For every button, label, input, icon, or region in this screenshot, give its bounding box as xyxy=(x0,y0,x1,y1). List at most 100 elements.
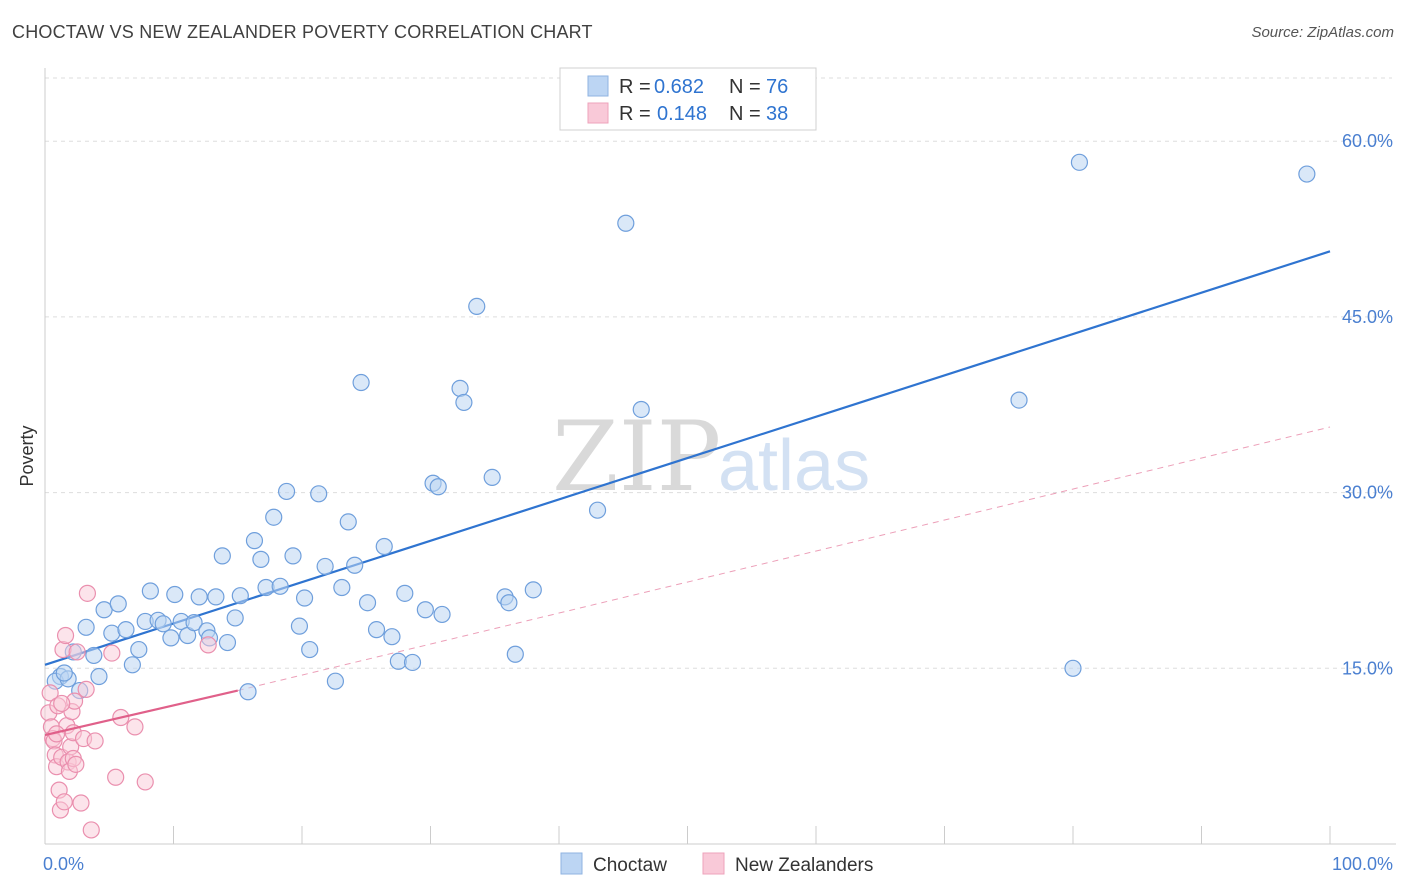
y-tick-label-30: 30.0% xyxy=(1342,483,1393,503)
point-choctaw-56 xyxy=(403,653,422,672)
point-choctaw-42 xyxy=(301,640,319,659)
point-choctaw-41 xyxy=(295,589,314,607)
y-tick-label-60: 60.0% xyxy=(1342,131,1393,151)
legend-n-label-2: N = xyxy=(729,103,761,125)
point-choctaw-43 xyxy=(310,485,328,503)
point-choctaw-31 xyxy=(231,587,249,605)
legend-r-value-1: 0.682 xyxy=(654,76,704,98)
point-choctaw-34 xyxy=(252,550,270,568)
point-choctaw-29 xyxy=(218,633,237,652)
point-choctaw-54 xyxy=(389,652,407,670)
point-choctaw-51 xyxy=(367,621,386,639)
point-nz-1 xyxy=(41,684,59,702)
point-choctaw-38 xyxy=(277,482,296,501)
watermark-atlas: atlas xyxy=(718,426,870,506)
source-label: Source: ZipAtlas.com xyxy=(1251,24,1394,41)
point-choctaw-18 xyxy=(154,615,172,633)
point-choctaw-16 xyxy=(141,582,159,600)
grid-lines xyxy=(45,77,1392,669)
x-tick-labels: 0.0% 100.0% xyxy=(43,854,1393,874)
point-choctaw-67 xyxy=(506,645,524,663)
trend-line-nz-extension xyxy=(237,426,1331,692)
bottom-legend-swatch-nz xyxy=(702,852,725,875)
point-choctaw-3 xyxy=(55,664,73,682)
point-choctaw-7 xyxy=(85,646,103,665)
point-choctaw-37 xyxy=(271,577,289,595)
point-choctaw-40 xyxy=(290,617,309,635)
point-choctaw-33 xyxy=(245,532,264,550)
point-choctaw-30 xyxy=(226,609,244,627)
point-choctaw-23 xyxy=(185,614,203,632)
point-nz-34 xyxy=(136,773,154,791)
y-tick-labels: 15.0% 30.0% 45.0% 60.0% xyxy=(1342,131,1393,678)
point-choctaw-60 xyxy=(433,605,451,624)
point-choctaw-8 xyxy=(90,667,108,686)
legend-r-value-2: 0.148 xyxy=(657,103,707,125)
point-choctaw-46 xyxy=(333,578,351,597)
point-nz-26 xyxy=(72,794,90,812)
point-nz-25 xyxy=(77,680,95,698)
point-choctaw-68 xyxy=(524,581,542,599)
point-choctaw-11 xyxy=(109,595,127,613)
point-nz-27 xyxy=(78,584,97,602)
point-choctaw-45 xyxy=(326,672,345,690)
point-choctaw-28 xyxy=(213,547,231,565)
point-choctaw-55 xyxy=(396,584,414,602)
bottom-legend: Choctaw New Zealanders xyxy=(560,852,873,876)
data-points xyxy=(40,153,1316,839)
point-choctaw-19 xyxy=(162,629,180,647)
x-tick-label-min: 0.0% xyxy=(43,854,84,874)
watermark: ZIP atlas xyxy=(552,401,870,513)
point-nz-37 xyxy=(53,694,71,713)
point-choctaw-63 xyxy=(468,297,486,315)
point-choctaw-70 xyxy=(617,214,635,232)
y-axis-title: Poverty xyxy=(17,425,37,486)
point-choctaw-52 xyxy=(375,537,393,556)
bottom-legend-choctaw: Choctaw xyxy=(593,855,667,876)
point-nz-31 xyxy=(107,768,125,786)
trend-line-nz xyxy=(44,689,238,737)
point-choctaw-53 xyxy=(383,628,401,646)
point-nz-21 xyxy=(67,755,85,773)
point-choctaw-75 xyxy=(1298,165,1316,183)
point-nz-11 xyxy=(54,640,72,659)
point-choctaw-57 xyxy=(416,601,434,619)
point-choctaw-59 xyxy=(429,478,447,496)
point-choctaw-35 xyxy=(257,578,275,597)
point-choctaw-27 xyxy=(207,588,225,606)
legend-n-label-1: N = xyxy=(729,76,761,98)
point-choctaw-12 xyxy=(117,621,135,639)
point-nz-13 xyxy=(56,626,75,645)
bottom-legend-nz: New Zealanders xyxy=(735,855,873,876)
point-choctaw-50 xyxy=(358,594,377,612)
point-choctaw-64 xyxy=(483,468,501,486)
y-tick-label-15: 15.0% xyxy=(1342,658,1393,678)
point-choctaw-74 xyxy=(1070,153,1089,171)
point-choctaw-13 xyxy=(123,656,141,674)
point-choctaw-32 xyxy=(239,683,257,701)
legend-n-value-1: 76 xyxy=(766,76,788,98)
trend-lines xyxy=(44,250,1331,692)
legend-swatch-nz xyxy=(587,102,609,124)
point-nz-33 xyxy=(126,718,144,736)
point-nz-28 xyxy=(82,821,100,839)
point-choctaw-6 xyxy=(77,618,95,636)
point-choctaw-20 xyxy=(166,585,184,604)
trend-line-choctaw xyxy=(44,250,1331,666)
point-choctaw-24 xyxy=(190,588,208,606)
point-choctaw-73 xyxy=(1064,659,1082,677)
chart-title: CHOCTAW VS NEW ZEALANDER POVERTY CORRELA… xyxy=(12,22,593,42)
point-choctaw-48 xyxy=(346,556,364,574)
x-tick-label-max: 100.0% xyxy=(1332,854,1393,874)
y-tick-label-45: 45.0% xyxy=(1342,307,1393,327)
point-choctaw-36 xyxy=(265,508,283,526)
point-nz-35 xyxy=(199,636,217,654)
point-choctaw-71 xyxy=(632,400,650,419)
watermark-zip: ZIP xyxy=(552,401,721,513)
legend: R = 0.682 N = 76 R = 0.148 N = 38 xyxy=(559,67,817,131)
point-choctaw-47 xyxy=(339,513,357,531)
point-choctaw-39 xyxy=(284,547,302,565)
legend-swatch-choctaw xyxy=(587,75,609,97)
legend-r-label-1: R = xyxy=(619,76,651,98)
